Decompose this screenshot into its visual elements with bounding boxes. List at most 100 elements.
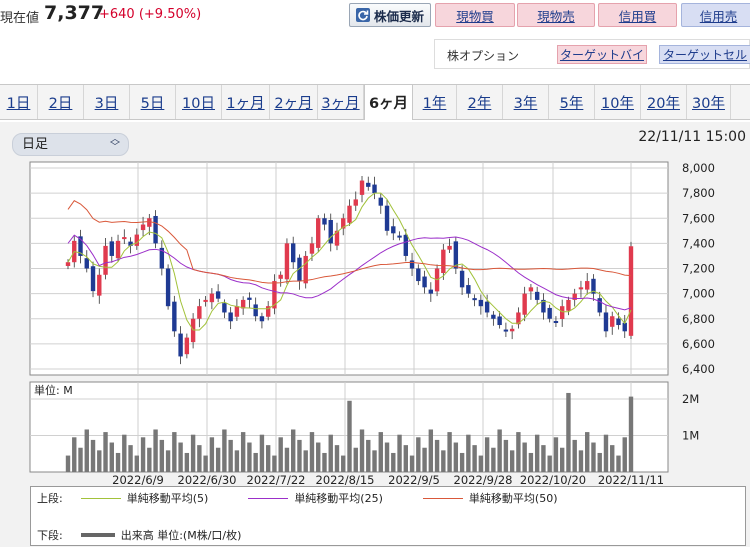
candle-body: [253, 304, 258, 317]
candle-body: [297, 257, 302, 282]
candle-body: [428, 289, 434, 294]
sell-spot-button[interactable]: 現物売: [517, 3, 595, 27]
volume-bar: [547, 455, 552, 472]
volume-bar: [603, 434, 609, 472]
volume-bar: [353, 447, 358, 472]
volume-bar: [240, 432, 246, 472]
period-tabs: 1日 2日 3日 5日 10日 1ヶ月 2ヶ月 3ヶ月 6ヶ月 1年 2年 3年 5年 10年 20年 30年: [0, 84, 750, 120]
volume-bar: [122, 434, 127, 472]
volume-bar: [84, 429, 89, 472]
candle-body: [597, 298, 602, 313]
volume-bar: [259, 434, 265, 472]
period-tab[interactable]: 6ヶ月: [364, 85, 413, 120]
date-tick-label: 2022/6/9: [112, 473, 164, 486]
volume-bar: [616, 455, 621, 472]
price-tick-label: 7,000: [682, 287, 715, 301]
volume-bar: [215, 447, 221, 472]
volume-unit-label: 単位: M: [34, 383, 73, 397]
candle-body: [497, 316, 502, 326]
candle-body: [259, 316, 265, 322]
volume-bar: [534, 434, 540, 472]
period-tab[interactable]: 5年: [549, 85, 595, 119]
period-tab[interactable]: 5日: [130, 85, 176, 119]
period-tab[interactable]: 10年: [595, 85, 641, 119]
candle-body: [472, 298, 477, 301]
period-tab[interactable]: 20年: [641, 85, 687, 119]
volume-bar: [322, 452, 327, 472]
volume-bar: [316, 442, 321, 472]
volume-bar: [472, 445, 477, 472]
volume-bar: [466, 434, 471, 472]
volume-bar: [453, 442, 459, 472]
volume-bar: [65, 455, 71, 472]
period-tab[interactable]: 3日: [84, 85, 130, 119]
candle-body: [122, 237, 127, 240]
candle-body: [222, 303, 227, 313]
volume-bar: [278, 437, 283, 472]
refresh-price-button[interactable]: 株価更新: [349, 3, 431, 27]
period-tab[interactable]: 3年: [503, 85, 549, 119]
volume-bar: [153, 429, 158, 472]
volume-bar: [622, 437, 627, 472]
volume-bar: [478, 455, 484, 472]
buy-spot-button[interactable]: 現物買: [435, 3, 515, 27]
candle-body: [316, 218, 321, 248]
candle-body: [422, 276, 427, 288]
period-tab[interactable]: 30年: [687, 85, 731, 119]
candle-body: [391, 226, 396, 234]
legend-upper-label: 上段:: [37, 492, 63, 505]
candle-body: [603, 312, 609, 332]
candle-body: [284, 243, 290, 280]
period-tab[interactable]: 1日: [0, 85, 38, 119]
volume-bar: [140, 437, 146, 472]
period-tab[interactable]: 1年: [413, 85, 457, 119]
volume-bar: [128, 445, 133, 472]
candle-body: [522, 293, 527, 315]
date-tick-label: 2022/7/22: [247, 473, 306, 486]
candle-body: [478, 299, 484, 307]
candle-body: [178, 333, 183, 357]
candle-body: [240, 299, 246, 309]
volume-bar: [503, 439, 509, 472]
candle-body: [147, 218, 152, 227]
candle-body: [416, 268, 421, 282]
volume-bar: [610, 445, 615, 472]
chart-type-select[interactable]: 日足 ︿ ﹀: [12, 133, 129, 156]
target-sell-button[interactable]: ターゲットセル: [659, 45, 750, 64]
candle-body: [203, 299, 208, 302]
candle-body: [97, 274, 102, 296]
period-tab[interactable]: 2ヶ月: [270, 85, 318, 119]
candle-body: [516, 312, 521, 325]
sell-margin-button[interactable]: 信用売: [681, 3, 750, 27]
price-tick-label: 8,000: [682, 161, 715, 175]
period-tab[interactable]: 2日: [38, 85, 84, 119]
candle-body: [484, 301, 490, 313]
volume-bar: [628, 396, 634, 472]
volume-bar: [334, 445, 340, 472]
volume-bar: [491, 447, 496, 472]
period-tab[interactable]: 3ヶ月: [318, 85, 364, 119]
volume-tick-label: 2M: [682, 392, 699, 406]
candle-body: [547, 307, 552, 319]
date-tick-label: 2022/10/20: [520, 473, 586, 486]
candle-body: [115, 240, 121, 259]
candle-body: [503, 329, 509, 332]
volume-bar: [234, 450, 240, 472]
volume-bar: [372, 450, 377, 472]
volume-bar: [165, 450, 171, 472]
volume-bar: [172, 432, 177, 472]
candle-body: [165, 268, 171, 307]
volume-bar: [284, 447, 290, 472]
volume-bar: [447, 432, 452, 472]
candle-body: [291, 243, 296, 263]
candle-body: [397, 235, 402, 238]
period-tab[interactable]: 10日: [176, 85, 222, 119]
candle-body: [534, 291, 540, 300]
select-arrow-icon: ︿ ﹀: [110, 134, 120, 153]
period-tab[interactable]: 2年: [457, 85, 503, 119]
volume-bar: [559, 447, 565, 472]
target-buy-button[interactable]: ターゲットバイ: [557, 45, 647, 64]
buy-margin-button[interactable]: 信用買: [598, 3, 677, 27]
candle-body: [559, 306, 565, 320]
period-tab[interactable]: 1ヶ月: [222, 85, 270, 119]
